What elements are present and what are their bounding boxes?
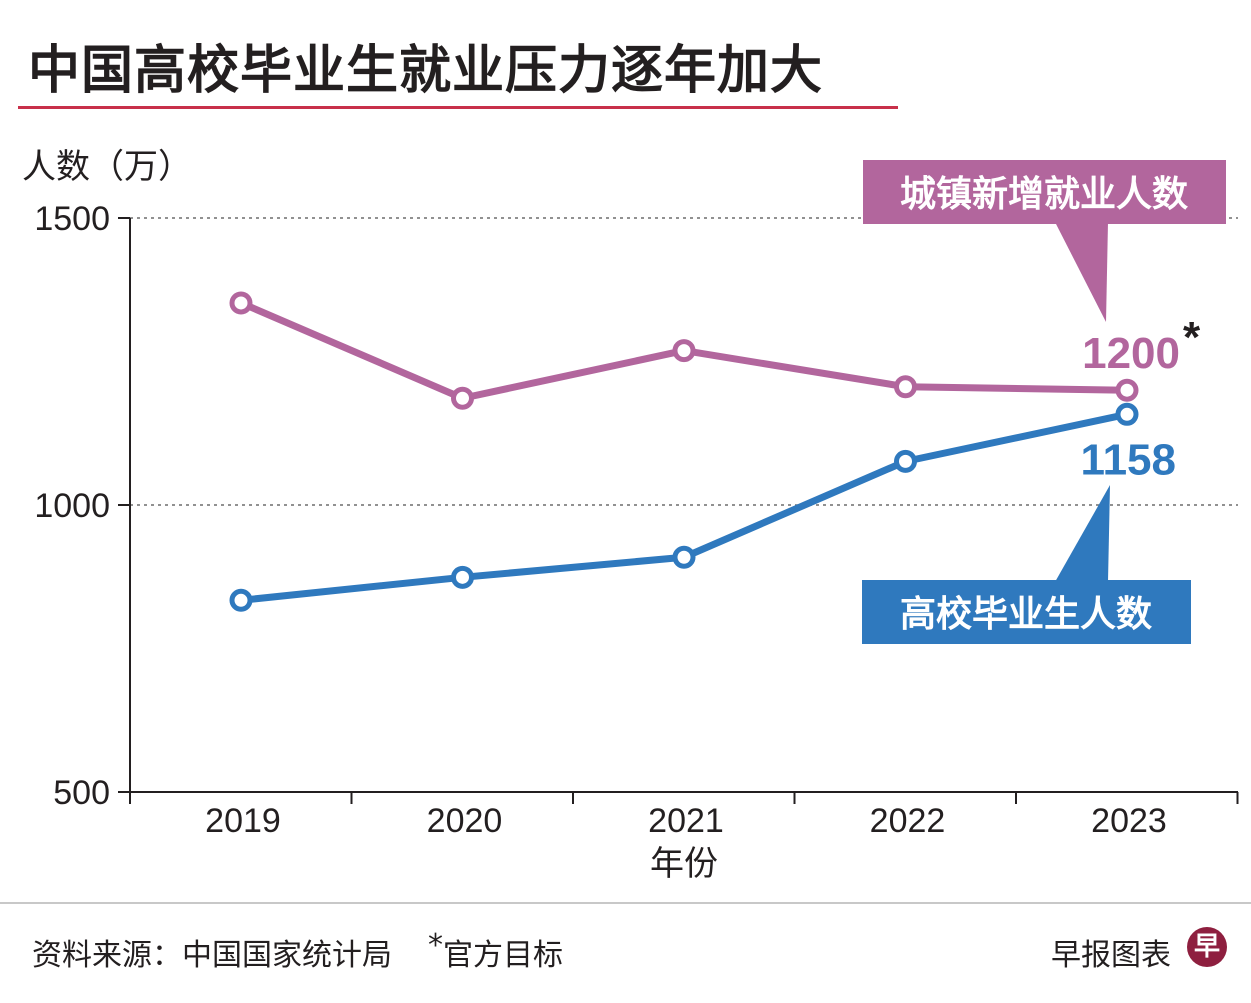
y-tick-label-1000: 1000 [34,487,110,525]
data-point-1-2023 [1115,402,1139,426]
series-lines [229,291,1139,612]
y-tick-labels: 500 1000 1500 [34,200,110,812]
axes [118,217,1239,804]
x-axis-title: 年份 [650,844,718,884]
title-underline [18,106,898,109]
source-note: 资料来源：中国国家统计局 *官方目标 [32,928,563,974]
y-axis-title: 人数（万） [22,147,192,187]
data-point-0-2023 [1115,378,1139,402]
data-point-0-2019 [229,291,253,315]
data-point-1-2019 [229,588,253,612]
data-point-0-2020 [451,386,474,410]
grad-callout-box [862,580,1191,644]
source-text: 资料来源：中国国家统计局 [32,938,392,973]
footnote-text: 官方目标 [443,938,563,973]
x-tick-label-2020: 2020 [427,802,503,840]
gridlines [130,217,1238,506]
urban-callout-pointer [1055,222,1108,322]
x-tick-label-2021: 2021 [648,802,724,840]
urban-end-asterisk: * [1183,313,1201,362]
data-point-1-2020 [451,565,474,589]
x-tick-label-2023: 2023 [1091,802,1167,840]
footer-divider [0,902,1251,904]
data-point-0-2021 [672,339,696,363]
x-tick-label-2022: 2022 [870,802,946,840]
data-point-1-2022 [894,449,917,473]
series-callouts: 城镇新增就业人数 1200 * 高校毕业生人数 1158 [862,160,1226,644]
urban-end-value: 1200 [1082,329,1180,378]
urban-callout-box [863,160,1226,224]
x-tick-label-2019: 2019 [205,802,281,840]
urban-callout-label: 城镇新增就业人数 [900,174,1188,215]
line-chart: 人数（万） 500 1000 1500 2019 2020 2021 2022 2023 年… [22,147,1239,884]
grad-callout-label: 高校毕业生人数 [900,594,1152,635]
chart-title: 中国高校毕业生就业压力逐年加大 [28,41,824,101]
y-tick-label-500: 500 [53,774,110,812]
brand-logo: 早 [1187,927,1227,967]
x-tick-labels: 2019 2020 2021 2022 2023 [205,802,1167,840]
grad-end-value: 1158 [1081,435,1176,484]
footnote-star: * [428,928,443,963]
grad-callout-pointer [1055,485,1110,582]
data-point-1-2021 [672,545,696,569]
data-point-0-2022 [894,375,917,399]
series-line-1 [237,410,1131,604]
y-tick-label-1500: 1500 [34,200,110,238]
brand-label: 早报图表 [1051,938,1171,973]
